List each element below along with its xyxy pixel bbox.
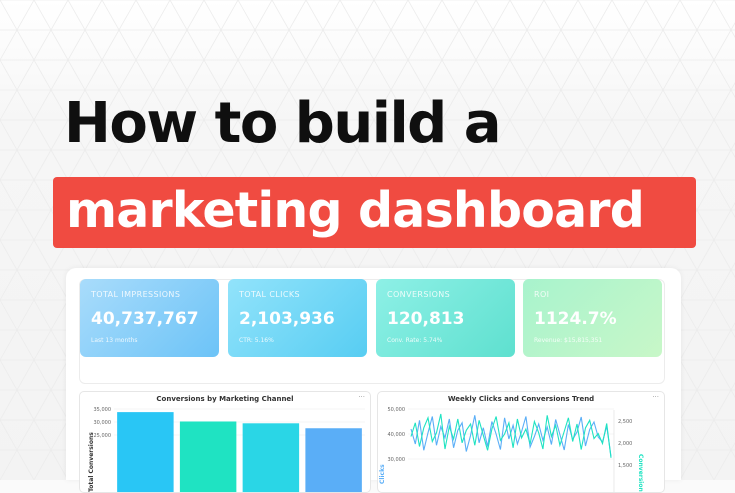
kpi-value: 40,737,767 xyxy=(91,309,199,329)
bar[interactable] xyxy=(242,423,300,492)
y2-tick-label: 2,000 xyxy=(618,441,632,447)
kpi-subtext: Conv. Rate: 5.74% xyxy=(387,337,443,344)
y2-tick-label: 2,500 xyxy=(618,419,632,425)
more-dots-icon[interactable]: ··· xyxy=(358,393,365,401)
kpi-card-conversions[interactable]: CONVERSIONS 120,813 Conv. Rate: 5.74% xyxy=(376,279,515,357)
bar[interactable] xyxy=(117,412,174,492)
y-axis-title: Clicks xyxy=(379,464,386,484)
hero-highlight-band xyxy=(53,177,696,248)
y-tick-label: 25,000 xyxy=(94,433,112,439)
y-tick-label: 35,000 xyxy=(94,407,112,413)
hero-title-line2: marketing dashboard xyxy=(66,182,645,239)
y-tick-label: 30,000 xyxy=(388,457,406,463)
more-dots-icon[interactable]: ··· xyxy=(652,393,659,401)
kpi-value: 2,103,936 xyxy=(239,309,335,329)
kpi-value: 1124.7% xyxy=(534,309,617,329)
kpi-subtext: CTR: 5.16% xyxy=(239,337,274,344)
series-line[interactable] xyxy=(410,413,612,458)
bar[interactable] xyxy=(305,428,362,492)
y-axis-title: Total Conversions xyxy=(88,432,95,492)
y-tick-label: 50,000 xyxy=(388,407,406,413)
y2-axis-title: Conversions xyxy=(637,454,644,492)
y-tick-label: 30,000 xyxy=(94,420,112,426)
line-chart: 50,000 40,000 30,000 2,500 2,000 1,500 Clicks C… xyxy=(379,407,644,492)
kpi-value: 120,813 xyxy=(387,309,465,329)
kpi-card-clicks[interactable]: TOTAL CLICKS 2,103,936 CTR: 5.16% xyxy=(228,279,367,357)
hero-title-line1: How to build a xyxy=(64,91,502,156)
kpi-subtext: Revenue: $15,815,351 xyxy=(534,337,603,344)
chart-title: Weekly Clicks and Conversions Trend xyxy=(447,395,595,403)
y2-tick-label: 1,500 xyxy=(618,463,632,469)
y-tick-label: 40,000 xyxy=(388,432,406,438)
kpi-label: TOTAL CLICKS xyxy=(239,290,301,299)
weekly-trend-card: Weekly Clicks and Conversions Trend ··· … xyxy=(377,391,665,493)
kpi-card-roi[interactable]: ROI 1124.7% Revenue: $15,815,351 xyxy=(523,279,662,357)
bar[interactable] xyxy=(179,421,237,492)
kpi-label: CONVERSIONS xyxy=(387,290,451,299)
kpi-label: ROI xyxy=(534,290,550,299)
kpi-card-impressions[interactable]: TOTAL IMPRESSIONS 40,737,767 Last 13 mon… xyxy=(80,279,219,357)
chart-title: Conversions by Marketing Channel xyxy=(156,395,294,403)
kpi-label: TOTAL IMPRESSIONS xyxy=(91,290,181,299)
conversions-by-channel-card: Conversions by Marketing Channel ··· 35,… xyxy=(79,391,371,493)
kpi-subtext: Last 13 months xyxy=(91,337,138,344)
